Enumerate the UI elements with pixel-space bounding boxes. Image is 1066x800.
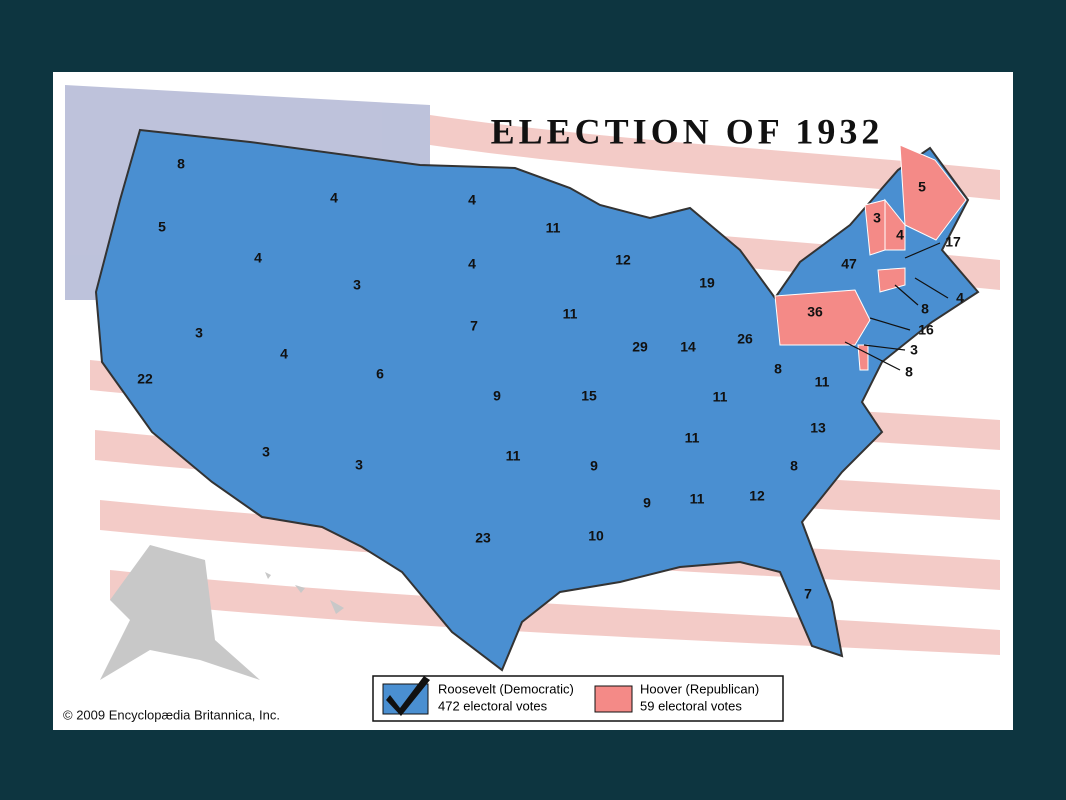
state-votes: 14 [680,339,696,355]
state-votes: 3 [353,277,361,293]
state-votes: 4 [896,227,904,243]
state-votes: 7 [470,318,478,334]
state-votes: 11 [713,389,728,405]
state-votes: 3 [873,210,881,226]
state-votes: 8 [790,458,798,474]
copyright: © 2009 Encyclopædia Britannica, Inc. [63,707,280,722]
legend: Roosevelt (Democratic) 472 electoral vot… [372,675,784,722]
republican-states [774,144,967,371]
state-votes: 4 [330,190,338,206]
state-votes: 19 [699,275,715,291]
state-votes: 9 [493,388,501,404]
state-votes: 8 [905,364,913,380]
state-votes: 3 [262,444,270,460]
legend-votes: 472 electoral votes [438,698,548,713]
state-votes: 8 [774,361,782,377]
state-votes: 12 [615,252,631,268]
state-votes: 4 [280,346,288,362]
state-votes: 13 [810,420,826,436]
state-votes: 16 [918,322,934,338]
state-votes: 4 [254,250,262,266]
state-votes: 10 [588,528,604,544]
legend-name: Roosevelt (Democratic) [438,681,574,696]
state-votes: 23 [475,530,491,546]
state-votes: 22 [137,371,153,387]
legend-name: Hoover (Republican) [640,681,759,696]
hawaii [265,572,344,614]
state-votes: 7 [804,586,812,602]
state-votes: 15 [581,388,597,404]
state-votes: 11 [685,430,700,446]
state-votes: 5 [918,179,926,195]
state-votes: 4 [468,256,476,272]
state-votes: 4 [468,192,476,208]
leader-lines [844,242,949,371]
state-votes: 3 [355,457,363,473]
state-votes: 11 [506,448,521,464]
state-votes: 29 [632,339,648,355]
state-votes: 17 [945,234,961,250]
state-votes: 11 [690,491,705,507]
state-votes: 8 [177,156,185,172]
state-votes: 11 [563,306,578,322]
state-votes: 9 [643,495,651,511]
state-votes: 5 [158,219,166,235]
us-map [94,128,980,672]
legend-votes: 59 electoral votes [640,698,742,713]
state-votes: 11 [546,220,561,236]
state-votes: 8 [921,301,929,317]
state-votes: 6 [376,366,384,382]
state-votes: 3 [910,342,918,358]
state-votes: 9 [590,458,598,474]
alaska [100,545,260,680]
state-votes: 26 [737,331,753,347]
map-title: ELECTION OF 1932 [491,111,884,151]
state-votes: 12 [749,488,765,504]
state-votes: 11 [815,374,830,390]
state-votes: 47 [841,256,857,272]
state-votes: 36 [807,304,823,320]
state-votes: 4 [956,290,964,306]
state-votes: 3 [195,325,203,341]
